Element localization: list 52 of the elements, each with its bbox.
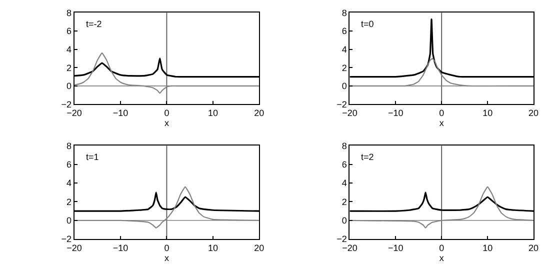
x-tick-label: 0 [439,242,444,253]
y-tick-label: −2 [61,234,72,244]
y-tick-label: 6 [66,26,72,36]
x-axis-title: x [164,252,170,263]
y-tick-label: 6 [342,160,347,170]
x-tick-label: −10 [112,242,128,253]
y-tick-label: 6 [66,160,72,170]
y-tick-label: −2 [336,234,347,244]
x-tick-label: −10 [112,108,128,118]
x-tick-label: −10 [388,242,404,253]
y-tick-label: 2 [342,62,347,73]
x-tick-label: −20 [66,108,82,118]
y-tick-label: 0 [66,81,72,92]
y-tick-label: −2 [336,99,347,110]
y-tick-label: 0 [342,81,347,92]
x-tick-label: 10 [208,108,218,118]
x-tick-label: −10 [388,108,404,118]
y-tick-label: 2 [66,196,72,207]
x-tick-label: 20 [528,242,539,253]
y-tick-label: 0 [66,216,72,226]
y-tick-label: 0 [342,216,347,226]
x-tick-label: −20 [66,242,82,253]
y-tick-label: 4 [342,178,347,188]
y-tick-label: 4 [66,44,72,54]
y-tick-label: 6 [342,26,347,36]
annotation: t=2 [361,152,374,162]
x-tick-label: −20 [342,242,358,253]
y-tick-label: −2 [61,99,72,110]
y-tick-label: 8 [342,140,347,151]
x-tick-label: 20 [528,108,539,118]
x-axis-title: x [164,118,170,128]
x-tick-label: 10 [208,242,218,253]
y-tick-label: 8 [66,140,72,151]
annotation: t=-2 [86,19,102,29]
x-tick-label: 10 [482,242,493,253]
x-tick-label: −20 [342,108,358,118]
x-tick-label: 20 [254,242,264,253]
y-tick-label: 4 [66,178,72,188]
y-tick-label: 2 [66,62,72,73]
annotation: t=1 [86,152,99,162]
x-tick-label: 0 [164,242,170,253]
x-tick-label: 0 [439,108,444,118]
x-tick-label: 0 [164,108,170,118]
x-tick-label: 20 [254,108,264,118]
y-tick-label: 4 [342,44,347,54]
x-tick-label: 10 [482,108,493,118]
x-axis-title: x [439,252,444,263]
x-axis-title: x [439,118,444,128]
y-tick-label: 8 [66,8,72,18]
y-tick-label: 8 [342,8,347,18]
y-tick-label: 2 [342,196,347,207]
annotation: t=0 [361,19,374,29]
